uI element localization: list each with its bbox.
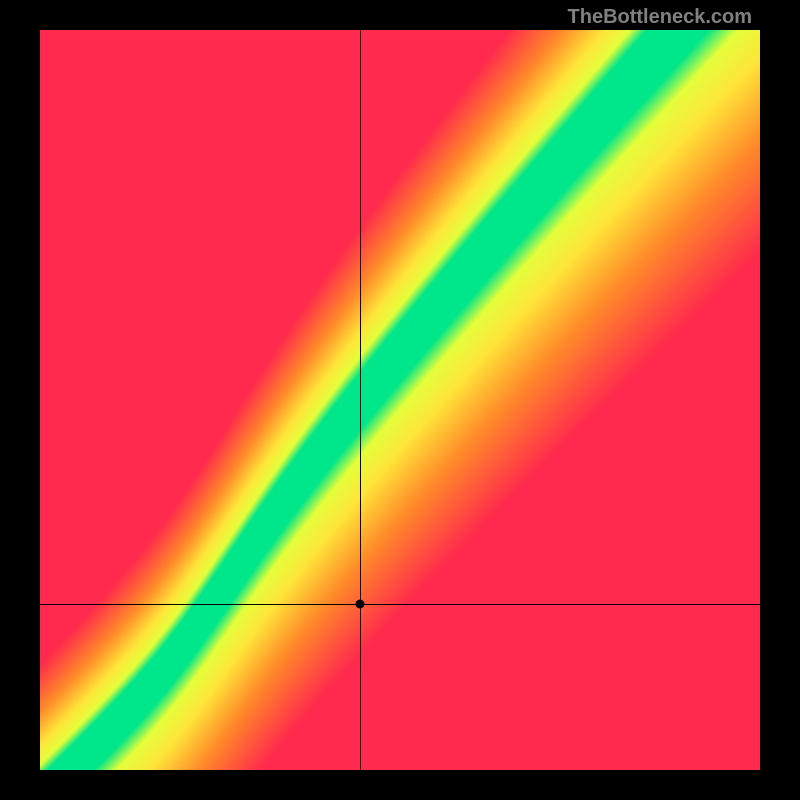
plot-area bbox=[40, 30, 760, 770]
chart-container: TheBottleneck.com bbox=[0, 0, 800, 800]
heatmap-canvas bbox=[40, 30, 760, 770]
watermark-text: TheBottleneck.com bbox=[568, 6, 752, 29]
crosshair-horizontal bbox=[40, 604, 760, 605]
crosshair-vertical bbox=[360, 30, 361, 770]
crosshair-marker bbox=[356, 599, 365, 608]
